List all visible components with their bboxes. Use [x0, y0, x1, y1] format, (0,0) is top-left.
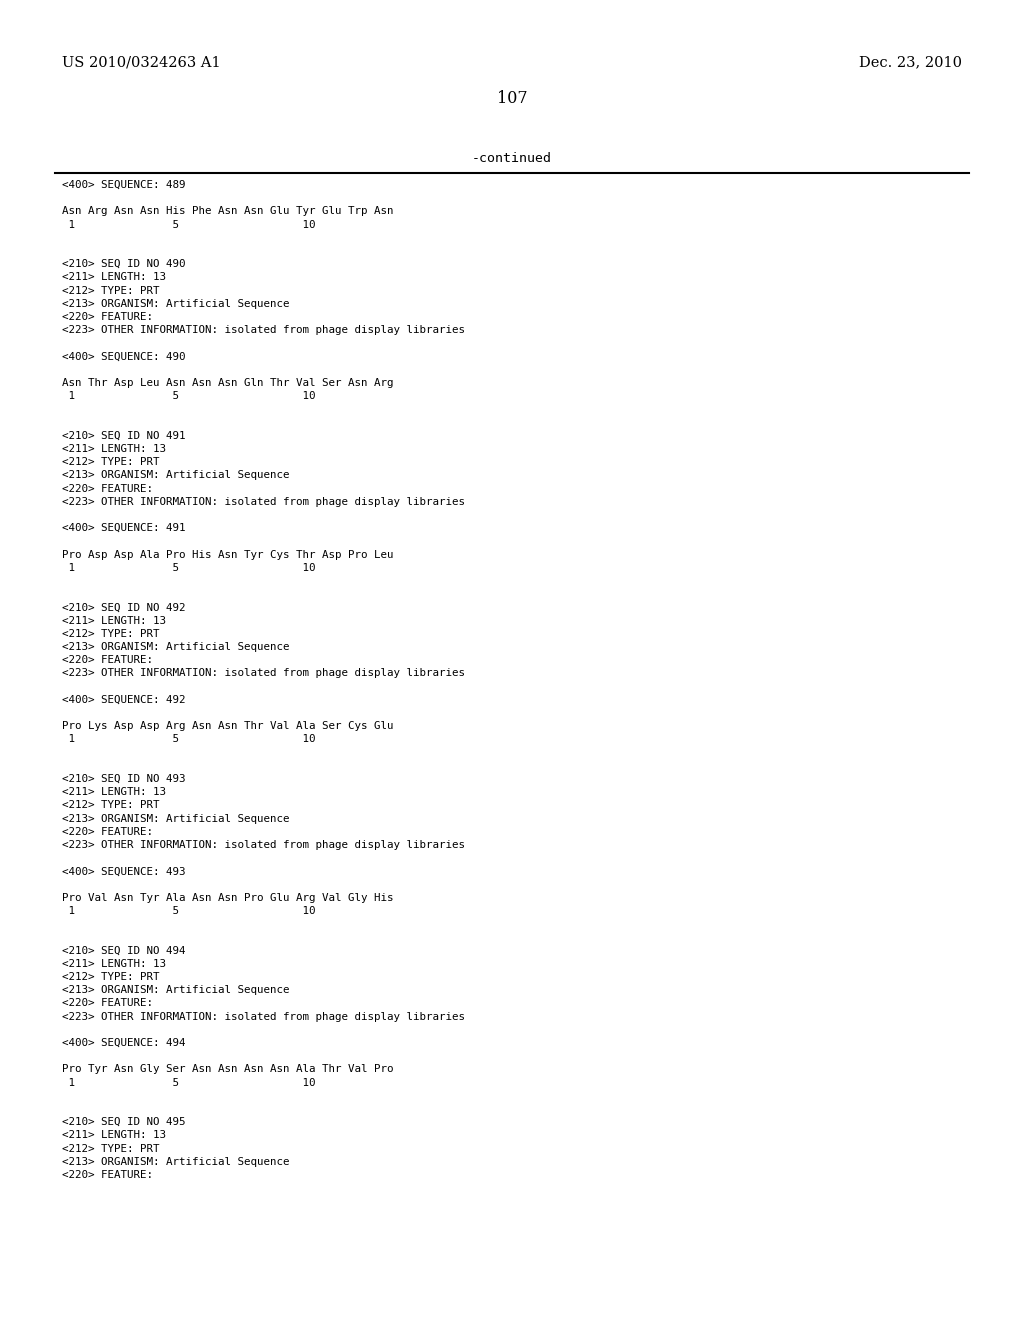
Text: <211> LENGTH: 13: <211> LENGTH: 13: [62, 272, 166, 282]
Text: Pro Lys Asp Asp Arg Asn Asn Thr Val Ala Ser Cys Glu: Pro Lys Asp Asp Arg Asn Asn Thr Val Ala …: [62, 721, 393, 731]
Text: <210> SEQ ID NO 493: <210> SEQ ID NO 493: [62, 774, 185, 784]
Text: <210> SEQ ID NO 495: <210> SEQ ID NO 495: [62, 1117, 185, 1127]
Text: Pro Tyr Asn Gly Ser Asn Asn Asn Asn Ala Thr Val Pro: Pro Tyr Asn Gly Ser Asn Asn Asn Asn Ala …: [62, 1064, 393, 1074]
Text: <213> ORGANISM: Artificial Sequence: <213> ORGANISM: Artificial Sequence: [62, 985, 290, 995]
Text: <400> SEQUENCE: 490: <400> SEQUENCE: 490: [62, 351, 185, 362]
Text: Pro Asp Asp Ala Pro His Asn Tyr Cys Thr Asp Pro Leu: Pro Asp Asp Ala Pro His Asn Tyr Cys Thr …: [62, 549, 393, 560]
Text: <220> FEATURE:: <220> FEATURE:: [62, 826, 153, 837]
Text: 1               5                   10: 1 5 10: [62, 734, 315, 744]
Text: <212> TYPE: PRT: <212> TYPE: PRT: [62, 457, 160, 467]
Text: -continued: -continued: [472, 152, 552, 165]
Text: <211> LENGTH: 13: <211> LENGTH: 13: [62, 787, 166, 797]
Text: US 2010/0324263 A1: US 2010/0324263 A1: [62, 55, 220, 69]
Text: <210> SEQ ID NO 490: <210> SEQ ID NO 490: [62, 259, 185, 269]
Text: <210> SEQ ID NO 491: <210> SEQ ID NO 491: [62, 430, 185, 441]
Text: Pro Val Asn Tyr Ala Asn Asn Pro Glu Arg Val Gly His: Pro Val Asn Tyr Ala Asn Asn Pro Glu Arg …: [62, 892, 393, 903]
Text: <400> SEQUENCE: 493: <400> SEQUENCE: 493: [62, 866, 185, 876]
Text: <212> TYPE: PRT: <212> TYPE: PRT: [62, 285, 160, 296]
Text: <212> TYPE: PRT: <212> TYPE: PRT: [62, 628, 160, 639]
Text: <211> LENGTH: 13: <211> LENGTH: 13: [62, 444, 166, 454]
Text: <400> SEQUENCE: 489: <400> SEQUENCE: 489: [62, 180, 185, 190]
Text: 1               5                   10: 1 5 10: [62, 906, 315, 916]
Text: <213> ORGANISM: Artificial Sequence: <213> ORGANISM: Artificial Sequence: [62, 1156, 290, 1167]
Text: <213> ORGANISM: Artificial Sequence: <213> ORGANISM: Artificial Sequence: [62, 470, 290, 480]
Text: <223> OTHER INFORMATION: isolated from phage display libraries: <223> OTHER INFORMATION: isolated from p…: [62, 496, 465, 507]
Text: 1               5                   10: 1 5 10: [62, 1077, 315, 1088]
Text: Asn Thr Asp Leu Asn Asn Asn Gln Thr Val Ser Asn Arg: Asn Thr Asp Leu Asn Asn Asn Gln Thr Val …: [62, 378, 393, 388]
Text: <400> SEQUENCE: 494: <400> SEQUENCE: 494: [62, 1038, 185, 1048]
Text: <223> OTHER INFORMATION: isolated from phage display libraries: <223> OTHER INFORMATION: isolated from p…: [62, 840, 465, 850]
Text: <211> LENGTH: 13: <211> LENGTH: 13: [62, 958, 166, 969]
Text: Asn Arg Asn Asn His Phe Asn Asn Glu Tyr Glu Trp Asn: Asn Arg Asn Asn His Phe Asn Asn Glu Tyr …: [62, 206, 393, 216]
Text: <220> FEATURE:: <220> FEATURE:: [62, 312, 153, 322]
Text: <220> FEATURE:: <220> FEATURE:: [62, 998, 153, 1008]
Text: <223> OTHER INFORMATION: isolated from phage display libraries: <223> OTHER INFORMATION: isolated from p…: [62, 325, 465, 335]
Text: <400> SEQUENCE: 491: <400> SEQUENCE: 491: [62, 523, 185, 533]
Text: <212> TYPE: PRT: <212> TYPE: PRT: [62, 972, 160, 982]
Text: <223> OTHER INFORMATION: isolated from phage display libraries: <223> OTHER INFORMATION: isolated from p…: [62, 668, 465, 678]
Text: <220> FEATURE:: <220> FEATURE:: [62, 483, 153, 494]
Text: <211> LENGTH: 13: <211> LENGTH: 13: [62, 1130, 166, 1140]
Text: 1               5                   10: 1 5 10: [62, 391, 315, 401]
Text: <213> ORGANISM: Artificial Sequence: <213> ORGANISM: Artificial Sequence: [62, 813, 290, 824]
Text: <213> ORGANISM: Artificial Sequence: <213> ORGANISM: Artificial Sequence: [62, 642, 290, 652]
Text: <212> TYPE: PRT: <212> TYPE: PRT: [62, 800, 160, 810]
Text: 1               5                   10: 1 5 10: [62, 219, 315, 230]
Text: <223> OTHER INFORMATION: isolated from phage display libraries: <223> OTHER INFORMATION: isolated from p…: [62, 1011, 465, 1022]
Text: <220> FEATURE:: <220> FEATURE:: [62, 655, 153, 665]
Text: <210> SEQ ID NO 494: <210> SEQ ID NO 494: [62, 945, 185, 956]
Text: <212> TYPE: PRT: <212> TYPE: PRT: [62, 1143, 160, 1154]
Text: <400> SEQUENCE: 492: <400> SEQUENCE: 492: [62, 694, 185, 705]
Text: <213> ORGANISM: Artificial Sequence: <213> ORGANISM: Artificial Sequence: [62, 298, 290, 309]
Text: 1               5                   10: 1 5 10: [62, 562, 315, 573]
Text: 107: 107: [497, 90, 527, 107]
Text: Dec. 23, 2010: Dec. 23, 2010: [859, 55, 962, 69]
Text: <211> LENGTH: 13: <211> LENGTH: 13: [62, 615, 166, 626]
Text: <220> FEATURE:: <220> FEATURE:: [62, 1170, 153, 1180]
Text: <210> SEQ ID NO 492: <210> SEQ ID NO 492: [62, 602, 185, 612]
